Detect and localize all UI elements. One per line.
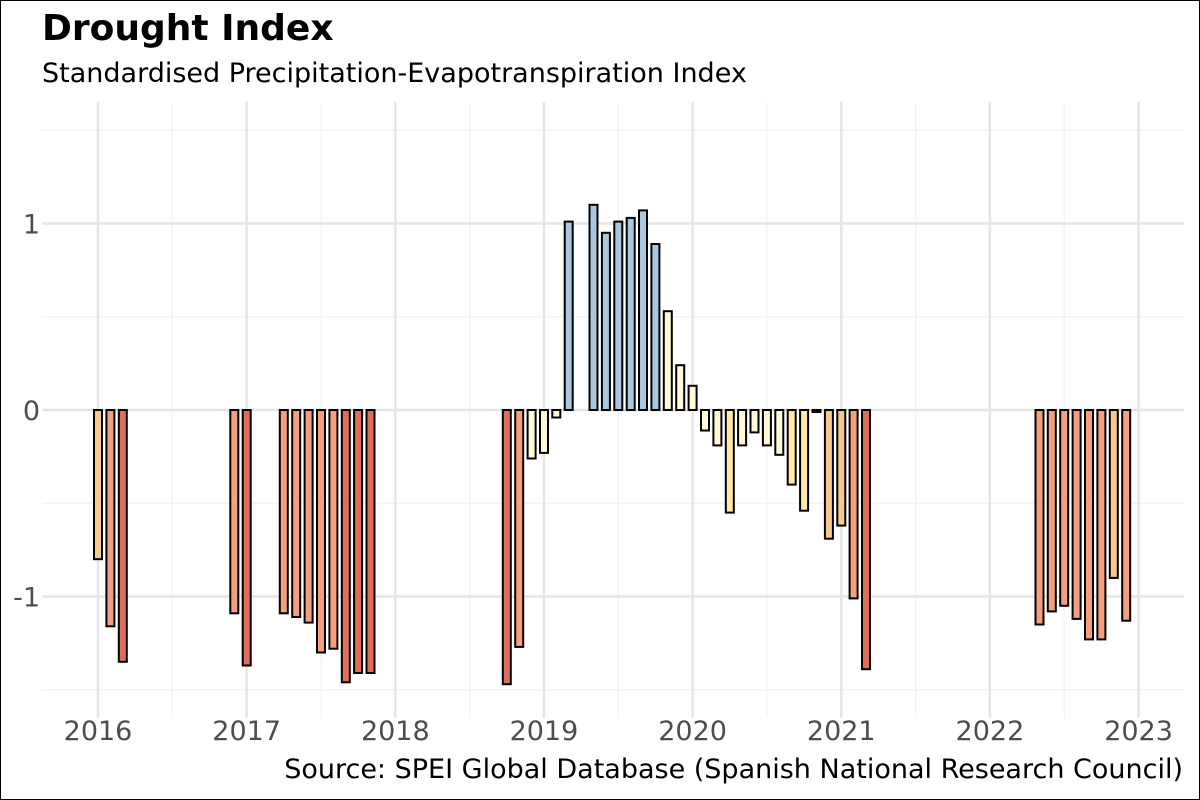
x-tick-label: 2016	[64, 716, 133, 747]
x-tick-label: 2018	[361, 716, 430, 747]
bar	[836, 409, 847, 527]
chart-subtitle: Standardised Precipitation-Evapotranspir…	[42, 58, 747, 89]
bar	[514, 409, 525, 648]
major-gridlines	[42, 102, 1184, 718]
x-tick-label: 2023	[1104, 716, 1173, 747]
bar	[316, 409, 326, 654]
bar	[303, 409, 314, 624]
bar	[687, 384, 698, 411]
bar	[93, 409, 103, 561]
bar	[1034, 409, 1045, 626]
bar	[563, 220, 574, 411]
bar	[600, 231, 611, 411]
x-tick-label: 2020	[658, 716, 727, 747]
bar	[328, 409, 339, 650]
y-tick-label: -1	[13, 583, 40, 614]
bar	[526, 409, 537, 460]
bar	[241, 409, 252, 667]
bar	[539, 409, 549, 454]
bar	[1084, 409, 1094, 641]
bar	[662, 310, 673, 412]
bar	[737, 409, 748, 447]
bar	[613, 220, 624, 411]
bar	[229, 409, 240, 615]
bar	[848, 409, 859, 600]
x-tick-label: 2017	[212, 716, 281, 747]
x-tick-label: 2019	[510, 716, 579, 747]
bar	[625, 216, 636, 411]
chart-caption: Source: SPEI Global Database (Spanish Na…	[284, 754, 1183, 785]
bar	[1121, 409, 1132, 622]
bar	[353, 409, 364, 674]
bar	[278, 409, 289, 615]
bar	[588, 203, 599, 411]
chart-title: Drought Index	[42, 8, 334, 49]
y-tick-labels: -1 0 1	[13, 210, 40, 614]
bar	[675, 364, 686, 412]
bar	[786, 409, 797, 486]
bar	[340, 409, 351, 684]
bar	[774, 409, 785, 456]
bar	[811, 409, 822, 413]
bar	[1046, 409, 1057, 613]
bar	[700, 409, 710, 432]
bar	[365, 409, 376, 674]
bar	[551, 409, 562, 419]
bar	[861, 409, 871, 671]
bar	[105, 409, 116, 628]
bar	[1108, 409, 1119, 579]
y-tick-label: 1	[23, 210, 40, 241]
bar	[761, 409, 772, 447]
bars	[93, 203, 1132, 686]
bar	[712, 409, 723, 447]
bar	[291, 409, 302, 618]
x-tick-label: 2021	[807, 716, 876, 747]
bar	[724, 409, 735, 514]
bar	[823, 409, 834, 540]
y-tick-label: 0	[23, 396, 40, 427]
bar	[799, 409, 810, 512]
bar	[749, 409, 760, 434]
x-tick-label: 2022	[956, 716, 1025, 747]
bar	[1059, 409, 1070, 607]
bar	[1071, 409, 1082, 620]
bar	[1096, 409, 1107, 641]
x-tick-labels: 2016 2017 2018 2019 2020 2021 2022 2023	[64, 716, 1173, 747]
bar	[650, 243, 661, 411]
bar	[117, 409, 128, 663]
bar	[501, 409, 512, 686]
bar	[638, 209, 648, 411]
